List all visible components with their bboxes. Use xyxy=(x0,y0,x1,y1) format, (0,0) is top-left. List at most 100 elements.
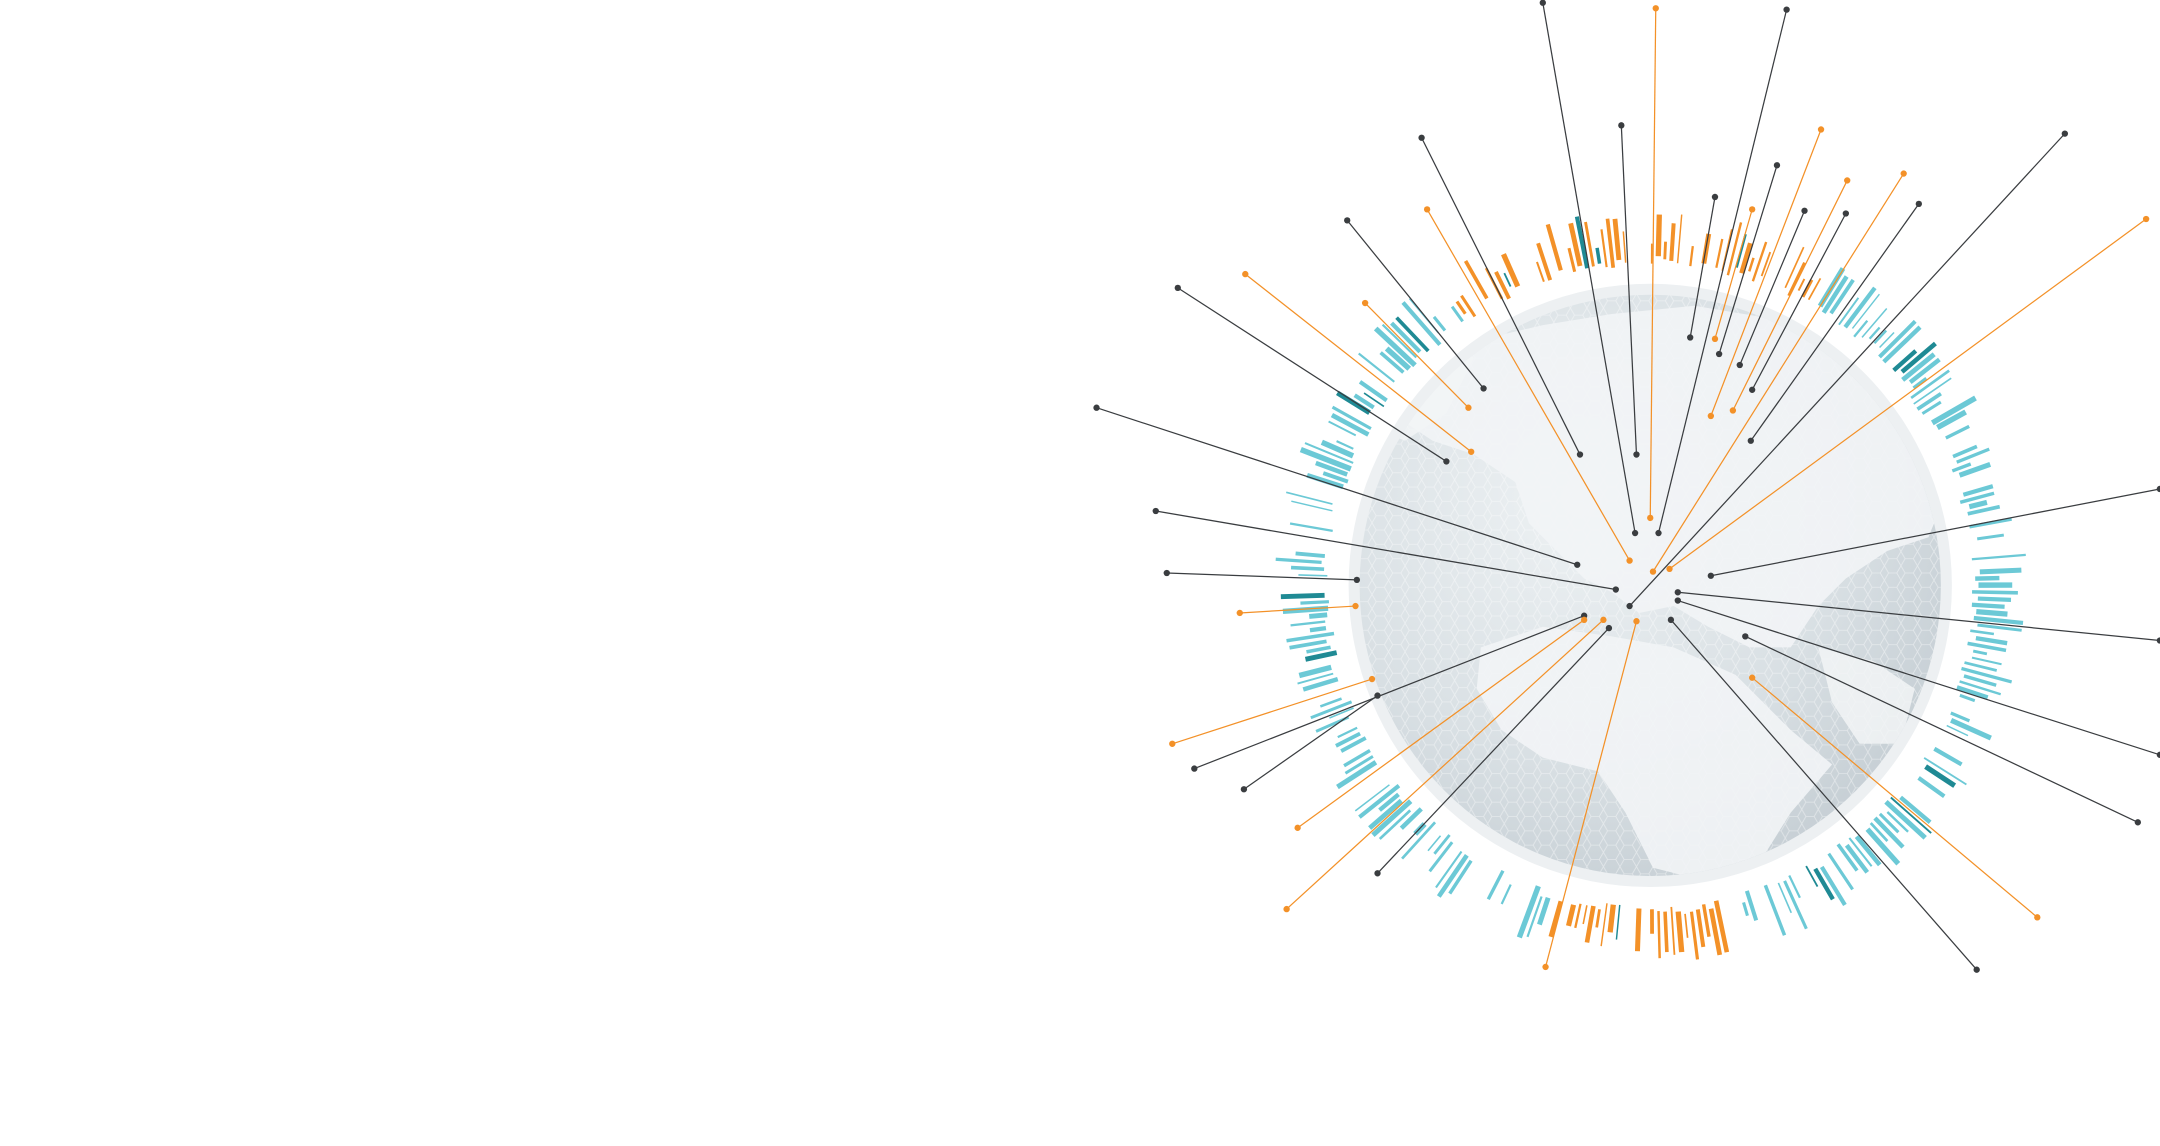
ring-bar xyxy=(1634,908,1642,952)
ray-line xyxy=(1750,203,1920,442)
ring-bar xyxy=(1797,278,1806,291)
ring-bar xyxy=(1805,865,1819,887)
ring-bar xyxy=(1295,551,1326,559)
ray-line xyxy=(1689,196,1716,338)
ring-bar xyxy=(1428,841,1454,873)
ring-bar xyxy=(1701,904,1711,937)
ray-end-dot xyxy=(2034,914,2041,921)
ring-bar xyxy=(1363,392,1385,408)
ray-start-dot xyxy=(1742,633,1749,640)
ring-bar xyxy=(1494,270,1511,300)
ring-bar xyxy=(1878,319,1917,359)
ray-line xyxy=(1629,133,2066,607)
ring-bar xyxy=(1913,377,1952,405)
ray-line xyxy=(1194,615,1585,770)
connection-rays xyxy=(1093,0,2160,973)
ring-bar xyxy=(1726,222,1743,276)
ring-bar xyxy=(1956,447,1990,464)
ring-bar xyxy=(1378,792,1400,812)
ring-bar xyxy=(1401,301,1442,347)
ring-bar xyxy=(1969,517,2012,529)
ring-bar xyxy=(1784,246,1805,289)
ring-bar xyxy=(1537,896,1551,926)
ring-bar xyxy=(1945,424,1970,440)
ring-bar xyxy=(1801,278,1814,298)
ring-bar xyxy=(1968,499,1988,510)
ray-start-dot xyxy=(1711,335,1719,343)
ray-line xyxy=(1739,210,1806,366)
ray-start-dot xyxy=(1468,448,1475,455)
ring-bar xyxy=(1536,242,1553,281)
landmass-arabia xyxy=(1818,647,1915,744)
ray-end-dot xyxy=(1915,200,1923,208)
ring-bar xyxy=(1516,885,1541,939)
ring-bar xyxy=(1971,656,2002,666)
ray-end-dot xyxy=(1344,217,1351,224)
ring-bar xyxy=(1829,278,1855,315)
ring-bar xyxy=(1821,275,1849,314)
ring-bar xyxy=(1607,904,1616,933)
ray-start-dot xyxy=(1633,618,1640,625)
ring-bar xyxy=(1959,491,1995,504)
ring-bar xyxy=(1275,557,1322,565)
ray-end-dot xyxy=(1539,0,1546,6)
ring-bar xyxy=(1615,904,1621,940)
ray-end-dot xyxy=(1542,963,1549,971)
ray-line xyxy=(1657,9,1788,534)
ring-bar xyxy=(1963,674,1997,687)
ring-bar xyxy=(1503,272,1512,287)
ring-bar xyxy=(1436,854,1469,898)
ray-line xyxy=(1751,677,2038,918)
ray-end-dot xyxy=(2061,130,2069,137)
ray-start-dot xyxy=(1749,674,1756,681)
ring-bar xyxy=(1353,393,1375,410)
ring-bar xyxy=(1432,315,1447,332)
ring-bar xyxy=(1600,903,1608,947)
ring-bar xyxy=(1574,216,1590,269)
ring-bar xyxy=(1970,629,1995,636)
ray-start-dot xyxy=(1368,675,1376,683)
ring-bar xyxy=(1605,218,1616,268)
ring-bar xyxy=(1399,807,1423,830)
ring-bar xyxy=(1299,446,1352,472)
ray-line xyxy=(1244,273,1472,453)
ring-bar xyxy=(1328,420,1357,437)
ring-bar xyxy=(1329,707,1354,719)
ring-bar xyxy=(1959,680,2002,696)
landmass-africa xyxy=(1476,626,1833,877)
ring-bar xyxy=(1354,784,1390,812)
ring-bar xyxy=(1319,697,1343,708)
ring-bar xyxy=(1956,685,1989,700)
ring-bar xyxy=(1843,286,1877,329)
ring-bar xyxy=(1899,795,1932,824)
ring-bar xyxy=(1851,293,1880,329)
ring-bar xyxy=(1912,376,1928,390)
ray-end-dot xyxy=(1163,569,1170,577)
ray-end-dot xyxy=(1783,6,1790,13)
ray-start-dot xyxy=(1480,385,1487,392)
ring-bar xyxy=(1612,218,1622,261)
ring-bar xyxy=(1967,504,2001,516)
ring-bar xyxy=(1684,913,1689,938)
ray-start-dot xyxy=(1633,451,1640,458)
ring-bar xyxy=(1930,395,1977,426)
ring-bar xyxy=(1962,484,1994,497)
ray-end-dot xyxy=(1817,126,1825,133)
ring-bar xyxy=(1917,776,1946,798)
ray-end-dot xyxy=(1801,207,1808,214)
ray-start-dot xyxy=(1655,529,1662,537)
ring-bar xyxy=(1975,635,2008,646)
ray-line xyxy=(1751,213,1847,391)
ring-bar xyxy=(1330,412,1370,437)
ring-bar xyxy=(1595,247,1602,264)
ring-bar xyxy=(1657,911,1661,959)
ring-bar xyxy=(1336,390,1371,415)
ring-bar xyxy=(1450,305,1464,323)
ray-line xyxy=(1710,129,1822,417)
ring-bar xyxy=(1854,835,1882,867)
ray-end-dot xyxy=(2156,751,2160,758)
ring-bar xyxy=(1959,693,1976,703)
ray-end-dot xyxy=(1152,507,1159,515)
ring-bar xyxy=(1868,326,1881,340)
